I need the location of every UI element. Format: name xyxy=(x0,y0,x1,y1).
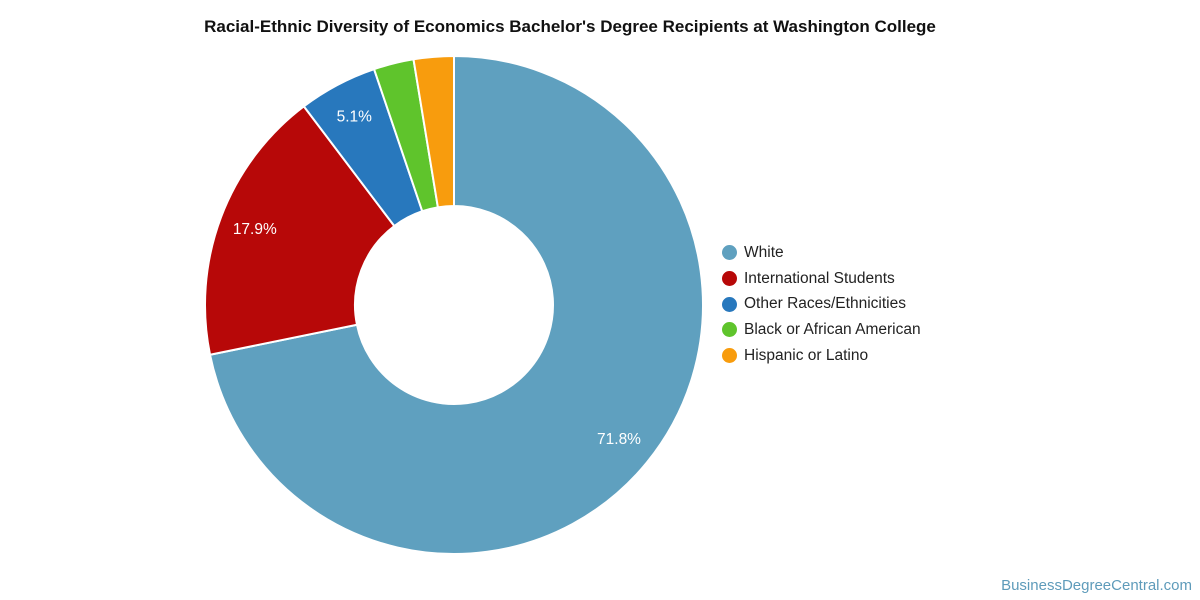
legend-marker-other-races-ethnicities xyxy=(722,296,737,312)
watermark-link[interactable]: BusinessDegreeCentral.com xyxy=(1001,577,1192,594)
legend-item-white[interactable]: White xyxy=(722,240,921,266)
slice-label-other-races-ethnicities: 5.1% xyxy=(337,108,373,125)
legend-label: International Students xyxy=(744,269,895,287)
legend-marker-international-students xyxy=(722,271,737,287)
pie-slice-hispanic-or-latino[interactable] xyxy=(412,55,455,209)
slice-label-international-students: 17.9% xyxy=(233,221,277,238)
legend-marker-black-or-african-american xyxy=(722,322,737,338)
legend-marker-white xyxy=(722,245,737,261)
legend: White International Students Other Races… xyxy=(722,240,921,368)
legend-label: Other Races/Ethnicities xyxy=(744,295,906,313)
legend-label: Hispanic or Latino xyxy=(744,346,869,364)
legend-label: White xyxy=(744,243,784,261)
pie-slice-white[interactable] xyxy=(209,55,705,555)
chart-title: Racial-Ethnic Diversity of Economics Bac… xyxy=(204,17,936,36)
slice-label-white: 71.8% xyxy=(597,431,641,448)
legend-item-other-races-ethnicities[interactable]: Other Races/Ethnicities xyxy=(722,291,921,317)
legend-marker-hispanic-or-latino xyxy=(722,348,737,364)
pie-slice-international-students[interactable] xyxy=(204,105,396,356)
legend-label: Black or African American xyxy=(744,320,921,338)
legend-item-international-students[interactable]: International Students xyxy=(722,266,921,292)
legend-item-hispanic-or-latino[interactable]: Hispanic or Latino xyxy=(722,343,921,369)
legend-item-black-or-african-american[interactable]: Black or African American xyxy=(722,317,921,343)
